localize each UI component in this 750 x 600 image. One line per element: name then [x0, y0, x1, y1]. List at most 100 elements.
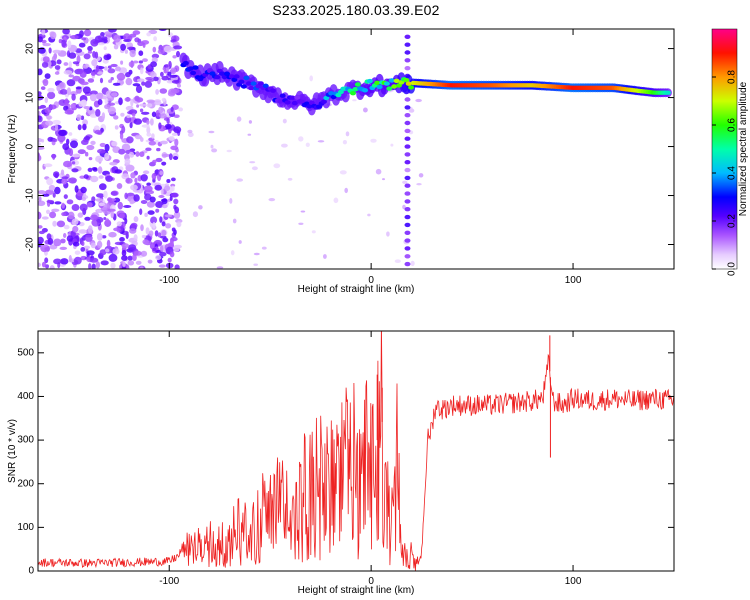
faint-blob	[187, 129, 193, 134]
noise-blob	[101, 235, 107, 239]
noise-blob	[46, 177, 54, 186]
noise-blob	[167, 71, 172, 76]
noise-blob	[139, 67, 144, 75]
noise-blob	[81, 139, 89, 145]
noise-blob	[139, 151, 145, 157]
faint-blob	[300, 210, 306, 213]
noise-blob	[47, 91, 56, 100]
noise-blob	[138, 50, 144, 56]
colorbar-tick-label: 0.2	[727, 214, 738, 228]
noise-blob	[64, 98, 69, 107]
noise-blob	[92, 168, 98, 172]
noise-blob	[119, 213, 125, 219]
noise-blob	[95, 65, 99, 73]
noise-blob	[114, 169, 122, 174]
noise-blob	[152, 46, 157, 53]
noise-blob	[83, 53, 91, 60]
noise-blob	[94, 129, 102, 135]
faint-blob	[342, 140, 347, 145]
noise-blob	[173, 45, 183, 50]
faint-blob	[386, 231, 390, 237]
stripe-blob	[404, 152, 411, 157]
noise-blob	[42, 78, 49, 87]
page-title: S233.2025.180.03.39.E02	[272, 2, 440, 18]
noise-blob	[130, 222, 138, 229]
noise-blob	[38, 68, 43, 76]
faint-blob	[305, 142, 310, 147]
noise-blob	[98, 202, 105, 207]
ridge-core	[257, 81, 264, 86]
noise-blob	[52, 153, 56, 160]
noise-blob	[61, 202, 65, 209]
ridge-core	[224, 71, 230, 77]
noise-blob	[52, 220, 57, 227]
noise-blob	[146, 132, 152, 137]
noise-blob	[42, 43, 51, 47]
stripe-blob	[404, 50, 411, 55]
ridge-core	[306, 104, 313, 109]
colorbar-tick-label: 0.0	[727, 262, 738, 276]
ridge-core	[328, 91, 335, 96]
noise-blob	[95, 109, 101, 117]
noise-blob	[123, 39, 132, 43]
noise-blob	[80, 115, 85, 121]
noise-blob	[150, 61, 158, 68]
noise-blob	[103, 217, 107, 220]
noise-blob	[89, 90, 98, 95]
noise-blob	[140, 174, 148, 182]
heatmap-y-tick-label: 0	[25, 143, 36, 149]
noise-blob	[128, 244, 137, 251]
noise-blob	[157, 49, 165, 55]
noise-blob	[130, 184, 138, 191]
noise-blob	[100, 260, 109, 266]
ridge-core	[262, 83, 269, 89]
noise-blob	[38, 110, 41, 116]
noise-blob	[110, 92, 118, 97]
noise-blob	[134, 134, 142, 140]
snr-x-tick-label: -100	[159, 576, 179, 587]
noise-blob	[50, 31, 57, 40]
stripe-blob	[404, 97, 411, 102]
ridge-core	[405, 81, 412, 86]
noise-blob	[148, 230, 154, 237]
noise-blob	[108, 253, 118, 262]
noise-blob	[146, 119, 150, 125]
colorbar-tick-label: 0.6	[727, 118, 738, 132]
faint-blob	[339, 170, 347, 175]
noise-blob	[121, 173, 130, 180]
noise-blob	[146, 155, 150, 160]
noise-blob	[63, 62, 69, 66]
noise-blob	[88, 157, 93, 161]
noise-blob	[87, 78, 95, 83]
noise-blob	[171, 79, 180, 84]
noise-blob	[110, 210, 115, 219]
ridge-core	[238, 79, 245, 85]
noise-blob	[135, 151, 140, 157]
noise-blob	[74, 185, 79, 193]
ridge-core	[182, 60, 189, 66]
noise-blob	[38, 190, 46, 195]
noise-blob	[90, 242, 96, 249]
noise-blob	[105, 218, 110, 225]
noise-blob	[59, 89, 68, 95]
faint-blob	[298, 222, 304, 225]
noise-blob	[157, 232, 162, 238]
noise-blob	[169, 74, 178, 78]
noise-blob	[169, 195, 173, 201]
noise-blob	[139, 208, 143, 215]
noise-blob	[167, 257, 172, 263]
snr-y-tick-label: 300	[17, 435, 34, 446]
faint-blob	[273, 163, 281, 169]
noise-blob	[170, 67, 177, 75]
noise-blob	[151, 111, 157, 118]
noise-blob	[38, 142, 41, 146]
noise-blob	[68, 132, 73, 136]
noise-blob	[173, 114, 180, 118]
noise-blob	[63, 224, 70, 230]
noise-blob	[140, 200, 148, 204]
noise-blob	[133, 194, 140, 202]
noise-blob	[124, 192, 128, 200]
noise-blob	[87, 50, 93, 54]
noise-blob	[159, 140, 168, 145]
